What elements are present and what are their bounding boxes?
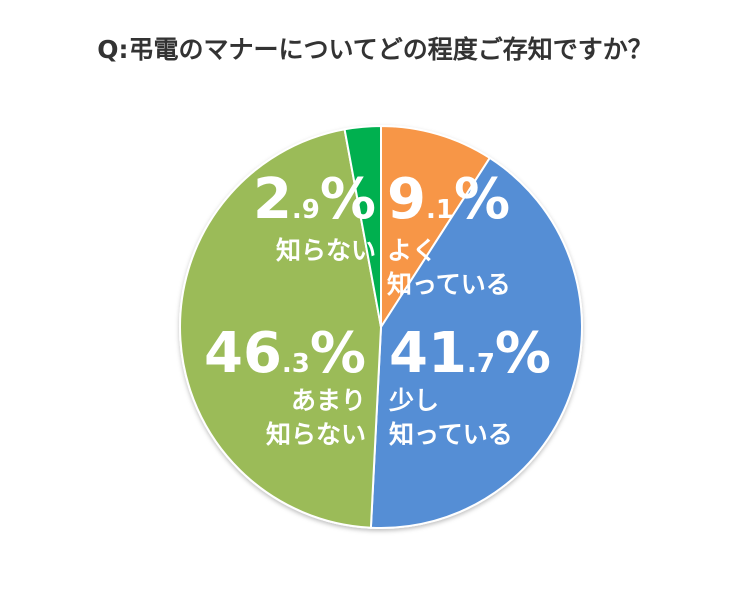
chart-title: Q:弔電のマナーについてどの程度ご存知ですか？ [97, 35, 653, 64]
label-not-known: 2.9% 知らない [230, 172, 376, 268]
label-somewhat-known: 41.7% 少し 知っている [389, 326, 551, 452]
label-value-int: 41 [389, 321, 467, 386]
label-value-int: 46 [203, 321, 282, 386]
label-value-dec: .3 [281, 349, 310, 379]
label-category-line1: 少し [389, 386, 440, 415]
slice-not-known [343, 124, 382, 328]
label-category-line1: よく [387, 236, 438, 265]
slice-well-known [380, 124, 492, 331]
label-percent: % [453, 167, 511, 232]
label-percent: % [309, 321, 366, 386]
label-category-line2: 知っている [387, 269, 511, 299]
label-category-line2: 知らない [265, 419, 366, 449]
label-value-int: 9 [387, 167, 426, 232]
label-not-very-known: 46.3% あまり 知らない [196, 326, 366, 452]
label-category-line2: 知っている [389, 419, 513, 449]
slice-not-very-known [179, 128, 383, 529]
label-percent: % [319, 167, 376, 232]
label-percent: % [494, 321, 552, 386]
label-value-int: 2 [252, 167, 292, 232]
label-category-line1: あまり [290, 386, 366, 415]
slice-somewhat-known [369, 156, 583, 529]
label-category-line1: 知らない [275, 236, 376, 265]
label-well-known: 9.1% よく 知っている [387, 172, 511, 302]
label-value-dec: .9 [291, 195, 320, 225]
label-value-dec: .7 [466, 349, 495, 379]
label-value-dec: .1 [425, 195, 454, 225]
